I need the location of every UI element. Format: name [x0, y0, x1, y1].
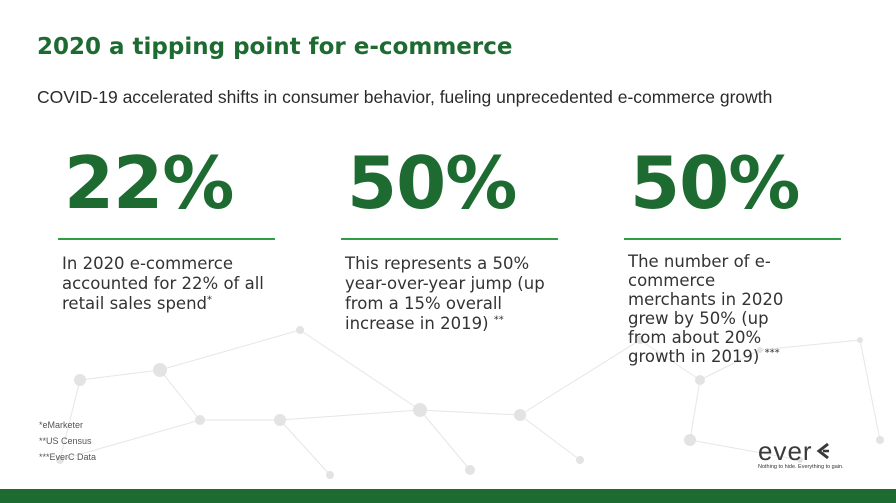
network-graph-decoration [56, 326, 884, 479]
footnotes: *eMarketer **US Census ***EverC Data [39, 417, 96, 465]
logo-tagline: Nothing to hide. Everything to gain. [758, 464, 844, 470]
stat-value: 50% [347, 141, 517, 225]
stat-text: The number of e-commerce merchants in 20… [628, 252, 784, 366]
stat-card-yoy-jump: 50% This represents a 50% year-over-year… [341, 140, 591, 334]
everc-logo: ever Nothing to hide. Everything to gain… [758, 436, 870, 470]
stat-description: The number of e-commerce merchants in 20… [624, 252, 803, 366]
everc-arrow-mark-icon [816, 442, 829, 460]
footnote-marker: *** [764, 347, 780, 359]
stat-text: In 2020 e-commerce accounted for 22% of … [62, 254, 264, 313]
footnote-us-census: **US Census [39, 436, 92, 446]
footnote-marker: ** [493, 314, 504, 326]
logo-wordmark: ever [758, 436, 813, 466]
bottom-brand-bar [0, 489, 896, 503]
divider [624, 238, 841, 240]
stat-card-retail-share: 22% In 2020 e-commerce accounted for 22%… [58, 140, 308, 314]
footnote-emarketer: *eMarketer [39, 420, 84, 430]
stat-card-merchant-growth: 50% The number of e-commerce merchants i… [624, 140, 874, 366]
footnote-everc-data: ***EverC Data [39, 452, 97, 462]
stat-description: This represents a 50% year-over-year jum… [341, 254, 565, 334]
slide-subtitle: COVID-19 accelerated shifts in consumer … [37, 87, 773, 107]
divider [341, 238, 558, 240]
footnote-marker: * [207, 294, 213, 306]
stat-text: This represents a 50% year-over-year jum… [345, 254, 545, 333]
stat-value: 22% [64, 141, 234, 225]
slide-title: 2020 a tipping point for e-commerce [37, 34, 513, 60]
divider [58, 238, 275, 240]
stat-value: 50% [630, 141, 800, 225]
stat-description: In 2020 e-commerce accounted for 22% of … [58, 254, 282, 314]
